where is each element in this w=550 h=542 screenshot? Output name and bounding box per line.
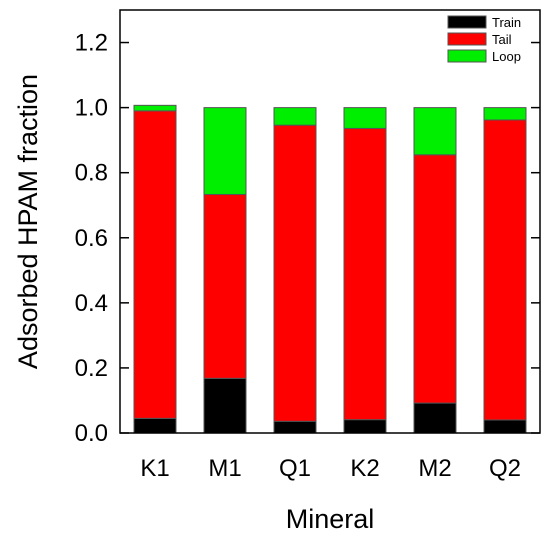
legend: Train Tail Loop	[447, 15, 521, 64]
x-axis: K1 M1 Q1 K2 M2 Q2	[140, 425, 521, 482]
y-tick-label: 0.0	[75, 420, 108, 447]
y-tick-label: 0.8	[75, 160, 108, 187]
bars-group	[133, 104, 527, 434]
x-tick-label: K2	[350, 455, 379, 482]
legend-label-tail: Tail	[492, 32, 512, 47]
legend-swatch-loop	[447, 49, 487, 63]
bar-loop-m2	[413, 107, 457, 156]
bar-loop-k2	[343, 107, 387, 129]
bar-tail-q1	[273, 124, 317, 422]
x-tick-label: K1	[140, 455, 169, 482]
y-axis: 0.0 0.2 0.4 0.6 0.8 1.0 1.2	[75, 30, 540, 447]
bar-loop-m1	[203, 107, 247, 195]
y-tick-label: 0.2	[75, 355, 108, 382]
y-tick-label: 1.0	[75, 95, 108, 122]
bar-tail-m2	[413, 154, 457, 404]
legend-label-train: Train	[492, 15, 521, 30]
x-tick-label: M1	[208, 455, 241, 482]
bar-tail-q2	[483, 119, 527, 421]
y-tick-label: 0.4	[75, 290, 108, 317]
y-tick-label: 1.2	[75, 30, 108, 57]
bar-tail-m1	[203, 193, 247, 379]
bar-loop-q2	[483, 107, 527, 121]
y-axis-title: Adsorbed HPAM fraction	[13, 74, 43, 369]
bar-tail-k1	[133, 110, 177, 419]
x-tick-label: Q2	[489, 455, 521, 482]
x-tick-label: Q1	[279, 455, 311, 482]
bar-tail-k2	[343, 127, 387, 421]
legend-label-loop: Loop	[492, 49, 521, 64]
legend-swatch-tail	[447, 32, 487, 46]
bar-loop-q1	[273, 107, 317, 126]
bar-train-m1	[203, 377, 247, 434]
y-tick-label: 0.6	[75, 225, 108, 252]
bar-loop-k1	[133, 104, 177, 112]
plot-frame	[119, 9, 541, 434]
x-axis-title: Mineral	[286, 504, 375, 534]
legend-swatch-train	[447, 15, 487, 29]
x-tick-label: M2	[418, 455, 451, 482]
